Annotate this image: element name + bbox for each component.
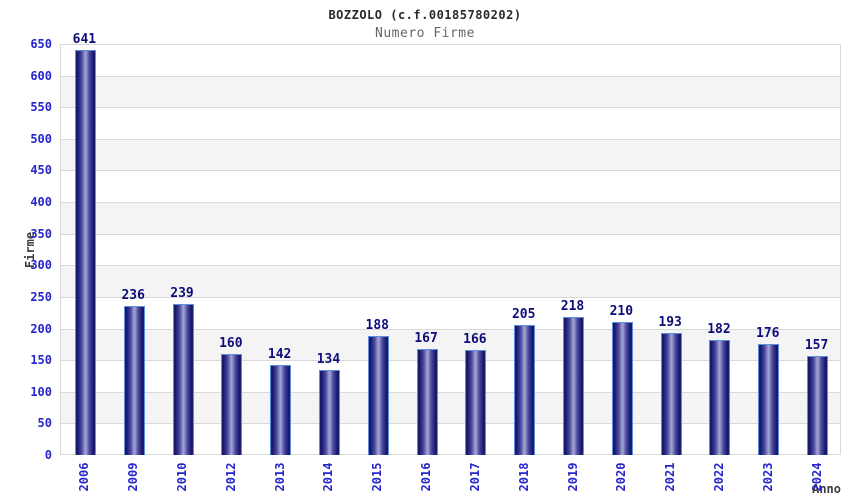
chart-title: BOZZOLO (c.f.00185780202) — [328, 8, 522, 22]
bar — [807, 355, 829, 455]
x-tick-label: 2012 — [223, 462, 238, 492]
bar — [367, 336, 389, 455]
gridline — [61, 170, 840, 172]
x-tick-label: 2017 — [467, 462, 482, 492]
gridline — [61, 360, 840, 362]
gridline — [61, 265, 840, 267]
gridline — [61, 454, 840, 455]
gridline — [61, 423, 840, 425]
bar — [416, 349, 438, 455]
bar — [172, 303, 194, 455]
bar — [611, 322, 633, 455]
y-tick-label: 300 — [30, 258, 52, 273]
bar-value-label: 188 — [365, 318, 390, 334]
bar — [514, 325, 536, 455]
x-axis-title: Anno — [812, 482, 841, 496]
y-tick-label: 50 — [37, 416, 52, 431]
bar — [123, 305, 145, 455]
x-tick-label: 2021 — [663, 462, 678, 492]
bar-value-label: 218 — [560, 299, 585, 315]
x-tick-label: 2020 — [614, 462, 629, 492]
bar-value-label: 193 — [658, 314, 682, 330]
bar — [221, 353, 243, 455]
x-tick-label: 2006 — [77, 462, 92, 492]
bar-value-label: 157 — [804, 337, 829, 353]
y-tick-label: 550 — [30, 100, 52, 115]
bar — [465, 350, 487, 455]
x-tick-label: 2016 — [419, 462, 434, 492]
grid-band — [61, 265, 840, 297]
plot-area — [60, 44, 841, 455]
bar — [318, 370, 340, 455]
grid-band — [61, 170, 840, 203]
bar-value-label: 239 — [170, 285, 194, 301]
x-tick-label: 2023 — [760, 462, 775, 492]
gridline — [61, 391, 840, 393]
bar — [74, 49, 96, 455]
y-tick-label: 100 — [30, 384, 52, 399]
bar-value-label: 210 — [609, 304, 634, 320]
x-tick-label: 2019 — [565, 462, 580, 492]
grid-band — [61, 107, 840, 139]
bar-value-label: 641 — [72, 31, 97, 47]
grid-band — [61, 202, 840, 234]
y-tick-label: 600 — [30, 68, 52, 83]
bar — [270, 365, 292, 455]
grid-band — [61, 138, 840, 171]
grid-band — [61, 44, 840, 76]
y-tick-label: 350 — [30, 226, 52, 241]
gridline — [61, 107, 840, 109]
y-tick-label: 250 — [30, 289, 52, 304]
grid-band — [61, 233, 840, 266]
chart-subtitle: Numero Firme — [375, 26, 475, 41]
y-tick-label: 200 — [30, 321, 52, 336]
x-tick-label: 2009 — [126, 462, 141, 492]
x-tick-label: 2010 — [175, 462, 190, 492]
x-tick-label: 2018 — [516, 462, 531, 492]
x-tick-label: 2013 — [272, 462, 287, 492]
gridline — [61, 138, 840, 140]
gridline — [61, 75, 840, 77]
bar — [660, 332, 682, 455]
bar-value-label: 182 — [707, 321, 731, 337]
x-tick-label: 2022 — [711, 462, 726, 492]
bar-value-label: 167 — [414, 331, 438, 347]
y-tick-label: 650 — [30, 37, 52, 51]
x-tick-label: 2015 — [370, 462, 385, 492]
bar-value-label: 142 — [267, 347, 292, 363]
y-tick-label: 400 — [30, 195, 52, 210]
y-tick-label: 450 — [30, 163, 52, 178]
y-tick-label: 0 — [44, 448, 52, 462]
bar-value-label: 160 — [219, 335, 243, 351]
bar-value-label: 176 — [756, 325, 780, 341]
bar-value-label: 134 — [316, 352, 341, 368]
bar-value-label: 205 — [511, 307, 536, 323]
bar — [709, 339, 731, 455]
gridline — [61, 233, 840, 235]
gridline — [61, 296, 840, 298]
gridline — [61, 44, 840, 45]
x-tick-label: 2024 — [809, 462, 824, 492]
y-tick-label: 150 — [30, 353, 52, 368]
gridline — [61, 202, 840, 204]
bar-value-label: 236 — [121, 287, 145, 303]
gridline — [61, 328, 840, 330]
x-tick-label: 2014 — [321, 462, 336, 492]
bar-value-label: 166 — [463, 332, 487, 348]
bar — [758, 343, 780, 455]
bar — [563, 317, 585, 455]
grid-band — [61, 75, 840, 108]
y-tick-label: 500 — [30, 131, 52, 146]
